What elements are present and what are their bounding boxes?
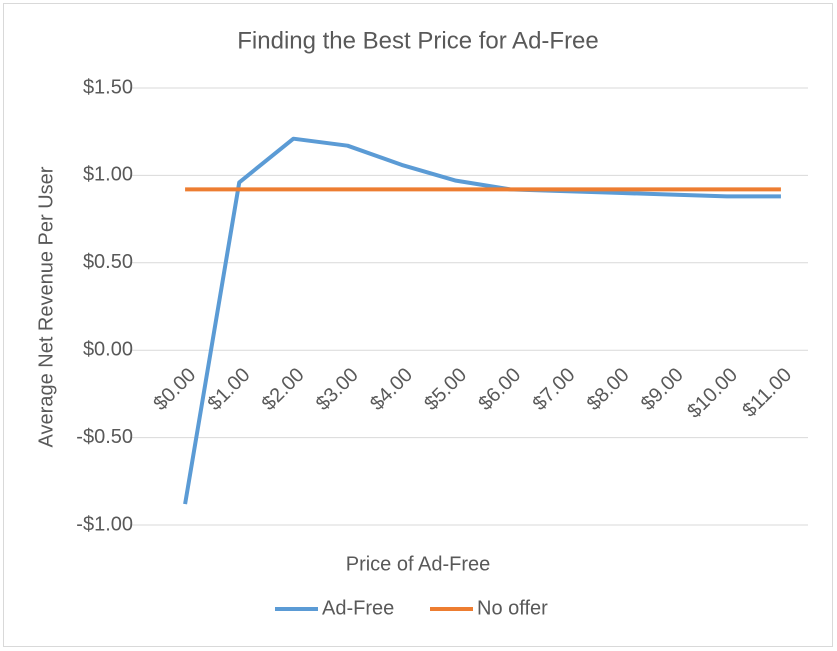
- x-axis-title: Price of Ad-Free: [346, 553, 491, 575]
- y-tick-label: $0.50: [83, 251, 133, 273]
- chart-title: Finding the Best Price for Ad-Free: [237, 27, 599, 54]
- y-tick-label: $0.00: [83, 338, 133, 360]
- series-line: [183, 136, 781, 505]
- chart-border: [3, 3, 833, 647]
- y-tick-label: -$1.00: [76, 513, 133, 535]
- y-tick-label: $1.00: [83, 164, 133, 186]
- y-axis-title: Average Net Revenue Per User: [35, 166, 57, 447]
- y-tick-label: -$0.50: [76, 426, 133, 448]
- y-tick-label: $1.50: [83, 76, 133, 98]
- legend-label: No offer: [477, 597, 548, 619]
- legend-label: Ad-Free: [322, 597, 394, 619]
